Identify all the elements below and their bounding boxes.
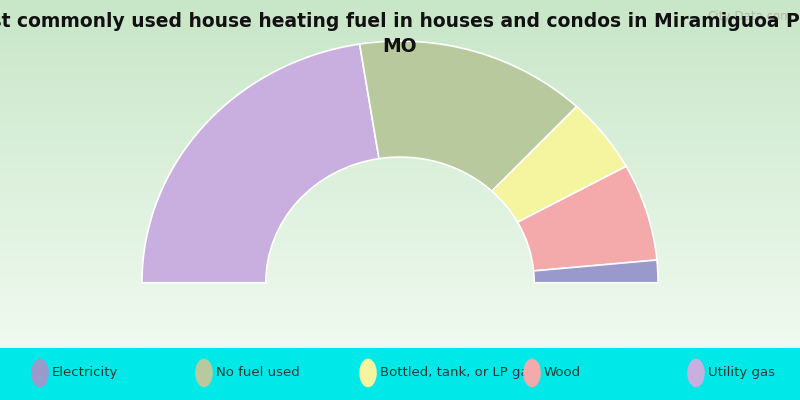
Text: Bottled, tank, or LP gas: Bottled, tank, or LP gas xyxy=(380,366,535,380)
Wedge shape xyxy=(492,106,626,222)
Ellipse shape xyxy=(195,359,213,387)
Ellipse shape xyxy=(687,359,705,387)
Text: Utility gas: Utility gas xyxy=(708,366,775,380)
Ellipse shape xyxy=(31,359,49,387)
Wedge shape xyxy=(534,260,658,283)
Ellipse shape xyxy=(359,359,377,387)
Wedge shape xyxy=(518,166,657,271)
Text: No fuel used: No fuel used xyxy=(216,366,300,380)
Text: Wood: Wood xyxy=(544,366,581,380)
Text: Electricity: Electricity xyxy=(52,366,118,380)
Ellipse shape xyxy=(523,359,541,387)
Wedge shape xyxy=(142,44,379,283)
Text: Most commonly used house heating fuel in houses and condos in Miramiguoa Park,
M: Most commonly used house heating fuel in… xyxy=(0,12,800,56)
Text: City-Data.com: City-Data.com xyxy=(708,10,792,23)
Wedge shape xyxy=(360,41,577,191)
